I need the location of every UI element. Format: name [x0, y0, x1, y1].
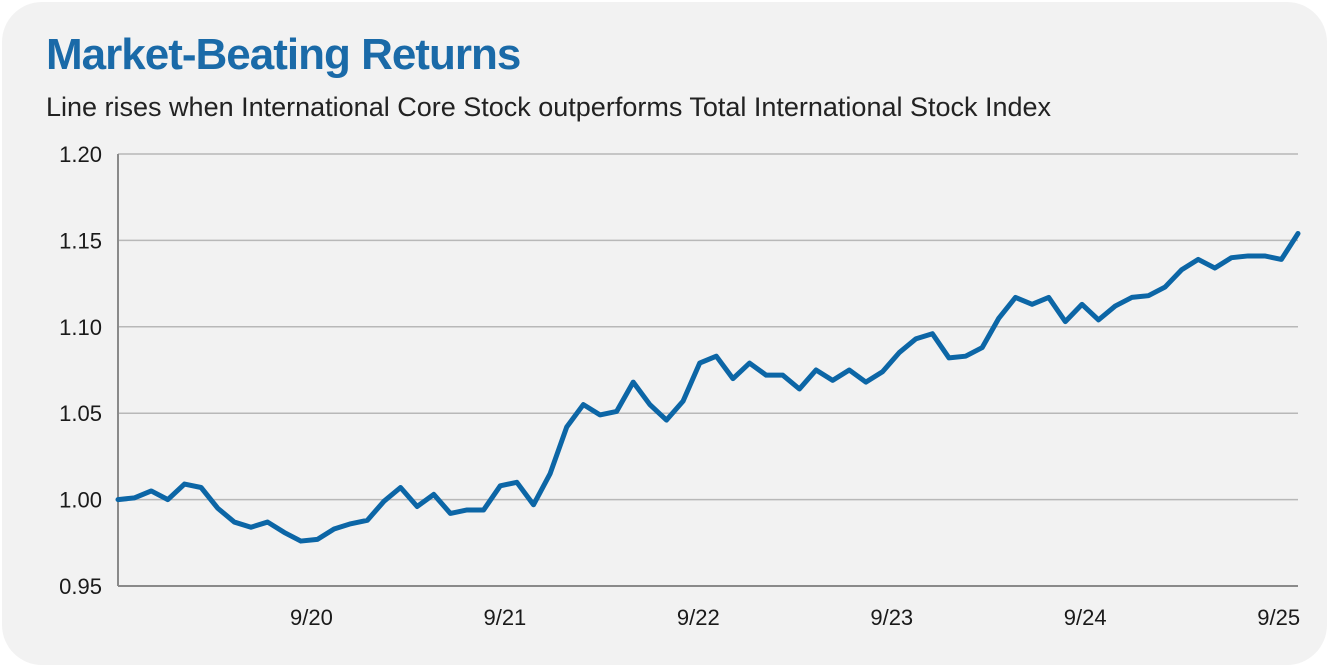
y-axis-ticks: 0.95 1.00 1.05 1.10 1.15 1.20	[59, 142, 102, 599]
x-tick-label: 9/25	[1257, 605, 1300, 630]
y-tick-label: 0.95	[59, 574, 102, 599]
y-tick-label: 1.15	[59, 228, 102, 253]
x-tick-label: 9/20	[290, 605, 333, 630]
chart-subtitle: Line rises when International Core Stock…	[46, 92, 1052, 122]
y-tick-label: 1.10	[59, 315, 102, 340]
y-tick-label: 1.00	[59, 488, 102, 513]
x-axis-ticks: 9/20 9/21 9/22 9/23 9/24 9/25	[290, 605, 1300, 630]
y-tick-label: 1.05	[59, 401, 102, 426]
x-tick-label: 9/23	[870, 605, 913, 630]
chart-title: Market-Beating Returns	[46, 30, 521, 79]
gridlines	[118, 153, 1298, 587]
x-tick-label: 9/21	[483, 605, 526, 630]
y-tick-label: 1.20	[59, 142, 102, 167]
series-line	[115, 230, 1301, 544]
x-tick-label: 9/24	[1064, 605, 1107, 630]
x-tick-label: 9/22	[677, 605, 720, 630]
